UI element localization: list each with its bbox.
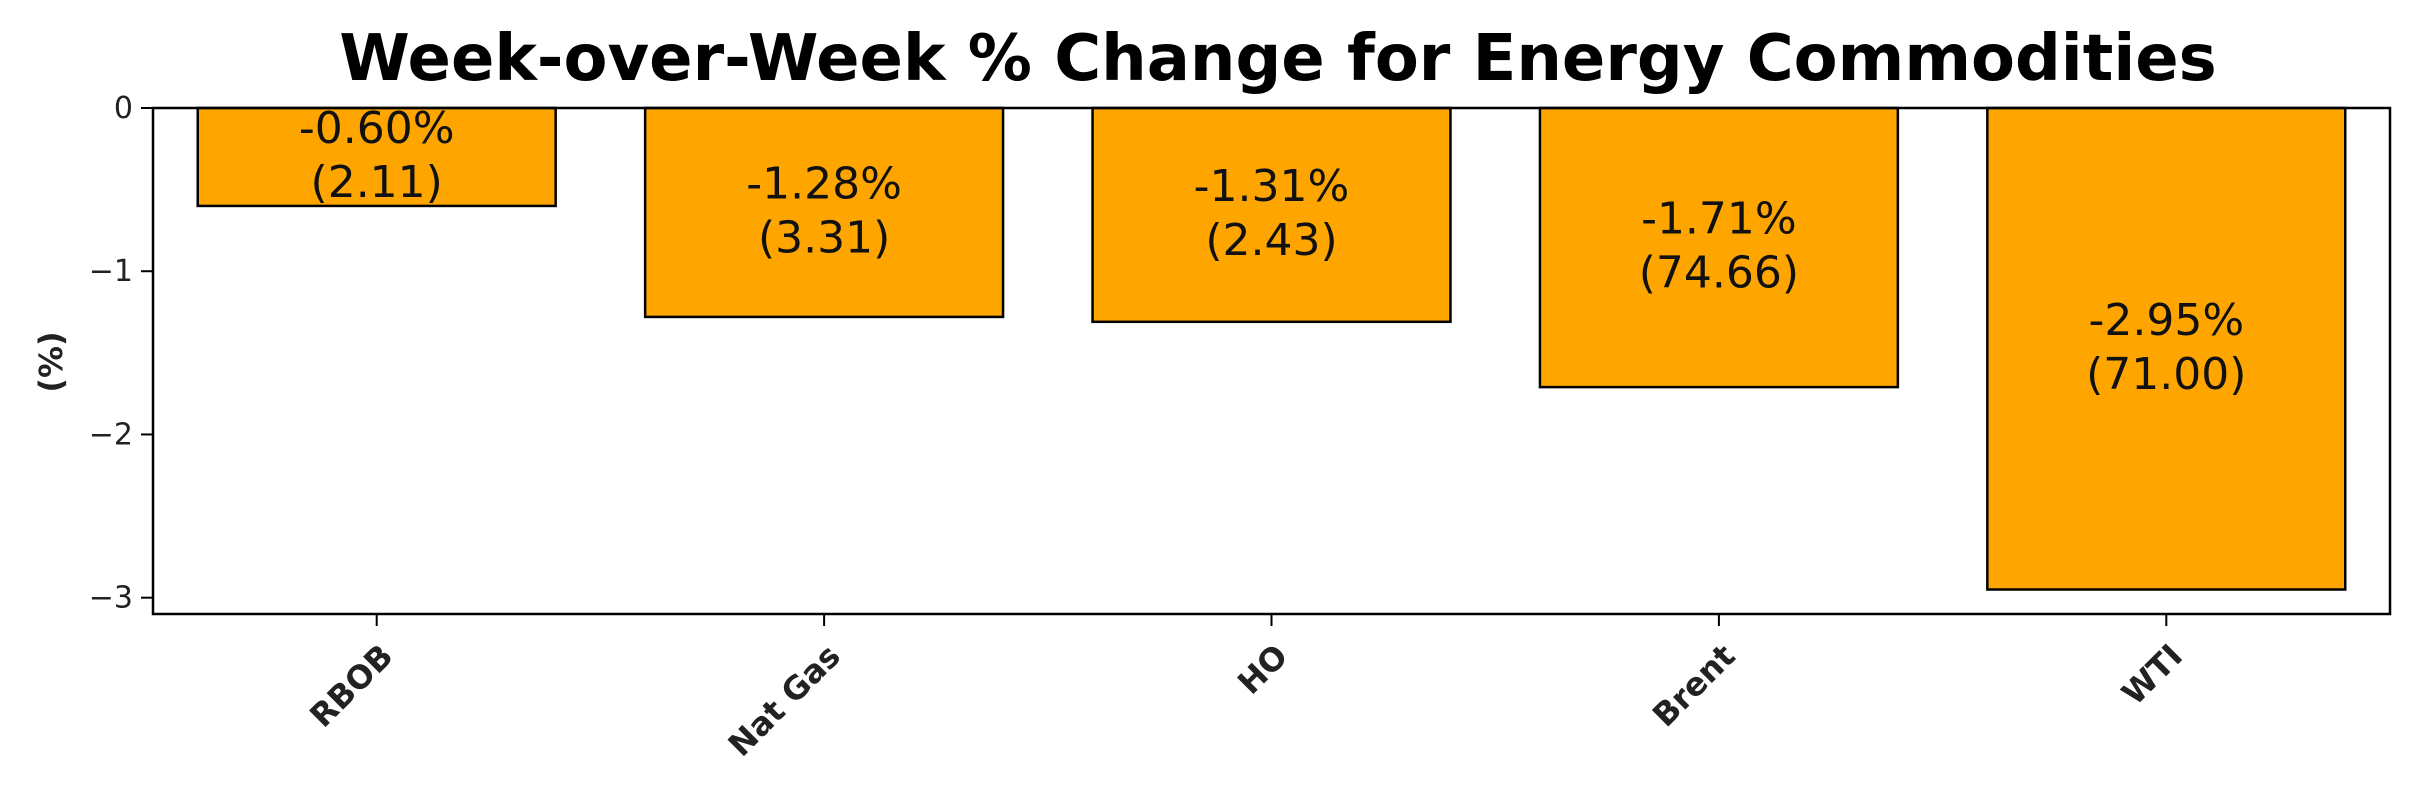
y-tick-label: −3	[89, 581, 133, 616]
x-tick-label: HO	[1230, 637, 1295, 702]
y-tick-label: −2	[89, 417, 133, 452]
bar	[1986, 106, 2347, 591]
bar-label: -0.60%	[299, 103, 455, 154]
plot-area: -0.60%(2.11) RBOB -1.28%(3.31) Nat Gas -1.31…	[89, 91, 2392, 764]
y-axis-label: (%)	[32, 331, 70, 392]
bar	[196, 106, 557, 208]
bar-label: (2.43)	[1205, 215, 1337, 266]
bar	[1538, 106, 1900, 389]
bar-label: (71.00)	[2086, 349, 2246, 400]
bar-label: -2.95%	[2088, 295, 2244, 346]
bar-label: -1.71%	[1641, 194, 1797, 245]
plot-frame	[151, 106, 2392, 616]
x-tick-label: Brent	[1645, 637, 1743, 735]
x-tick-label: RBOB	[302, 637, 400, 735]
bar-label: -1.31%	[1194, 161, 1350, 212]
chart-title: Week-over-Week % Change for Energy Commo…	[339, 22, 2217, 96]
bar	[643, 106, 1005, 319]
bar-label: (3.31)	[758, 212, 890, 263]
x-tick-label: Nat Gas	[721, 637, 848, 764]
x-tick-label: WTI	[2114, 637, 2190, 713]
bar-label: (2.11)	[311, 157, 443, 208]
bar-label: -1.28%	[746, 158, 902, 209]
bar	[1091, 106, 1452, 324]
bar-label: (74.66)	[1639, 248, 1799, 299]
y-tick-label: 0	[114, 91, 133, 126]
y-tick-label: −1	[89, 254, 133, 289]
